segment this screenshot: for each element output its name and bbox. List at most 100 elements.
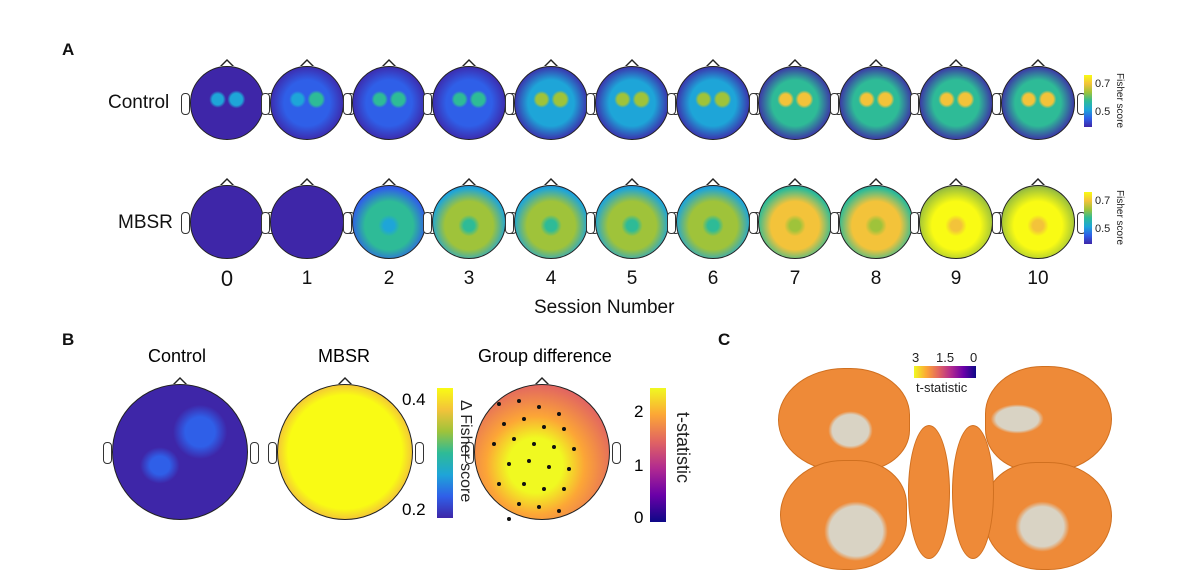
topomap-mbsr-session-0	[190, 185, 264, 259]
title-mbsr: MBSR	[318, 346, 371, 366]
nose-marker	[625, 178, 639, 185]
ear-marker	[343, 93, 352, 115]
topomap-mbsr-session-2	[352, 185, 426, 259]
topomap-control-session-0	[190, 66, 264, 140]
topomap-mbsr-session-1	[270, 185, 344, 259]
ear-marker	[910, 212, 919, 234]
ear-marker	[465, 442, 474, 464]
significant-electrode-dot	[502, 422, 506, 426]
topomap-control-session-8	[839, 66, 913, 140]
nose-marker	[338, 377, 352, 384]
topomap-mbsr-session-4	[514, 185, 588, 259]
cbar2-tick-0: 0	[634, 508, 644, 527]
nose-marker	[949, 59, 963, 66]
ear-marker	[830, 212, 839, 234]
cbar2-tick-1: 1	[634, 456, 644, 475]
topomap-control-session-6	[676, 66, 750, 140]
colorbar-fisher-tick: 0.5	[1095, 106, 1111, 118]
topomap-mbsr-session-3	[432, 185, 506, 259]
nose-marker	[1031, 178, 1045, 185]
nose-marker	[788, 59, 802, 66]
topomap-b-mbsr	[277, 384, 413, 520]
brain-right-lateral	[985, 366, 1112, 472]
topomap-mbsr-session-7	[758, 185, 832, 259]
nose-marker	[300, 178, 314, 185]
nose-marker	[949, 178, 963, 185]
significant-electrode-dot	[537, 505, 541, 509]
panel-label-a: A	[62, 40, 75, 59]
topomap-control-session-3	[432, 66, 506, 140]
brain-left-lateral	[778, 368, 910, 472]
ear-marker	[103, 442, 112, 464]
session-tick-5: 5	[626, 268, 638, 289]
significant-electrode-dot	[547, 465, 551, 469]
title-group-difference: Group difference	[478, 346, 612, 366]
significant-electrode-dot	[542, 487, 546, 491]
cbar-c-tick-0: 0	[970, 350, 978, 365]
nose-marker	[535, 377, 549, 384]
significant-electrode-dot	[542, 425, 546, 429]
significant-electrode-dot	[562, 487, 566, 491]
ear-marker	[992, 93, 1001, 115]
topomap-mbsr-session-8	[839, 185, 913, 259]
colorbar-fisher-tick: 0.7	[1095, 195, 1111, 207]
topomap-control-session-10	[1001, 66, 1075, 140]
title-control: Control	[148, 346, 207, 366]
cbar1-tick-top: 0.4	[402, 390, 426, 409]
ear-marker	[181, 93, 190, 115]
topomap-b-group-difference	[474, 384, 610, 521]
significant-electrode-dot	[567, 467, 571, 471]
brain-left-medial	[780, 460, 907, 570]
session-tick-1: 1	[301, 268, 313, 289]
significant-electrode-dot	[522, 482, 526, 486]
session-tick-4: 4	[545, 268, 557, 289]
nose-marker	[1031, 59, 1045, 66]
nose-marker	[544, 59, 558, 66]
cbar2-tick-2: 2	[634, 402, 644, 421]
significant-electrode-dot	[532, 442, 536, 446]
topomap-control-session-4	[514, 66, 588, 140]
significant-electrode-dot	[517, 399, 521, 403]
colorbar-fisher-tick: 0.7	[1095, 78, 1111, 90]
topomap-mbsr-session-10	[1001, 185, 1075, 259]
brain-right-medial	[985, 462, 1112, 570]
cbar1-label: Δ Fisher score	[457, 400, 474, 503]
row-label-mbsr: MBSR	[118, 212, 173, 233]
session-tick-9: 9	[950, 268, 962, 289]
significant-electrode-dot	[522, 417, 526, 421]
ear-marker	[250, 442, 259, 464]
significant-electrode-dot	[497, 402, 501, 406]
ear-marker	[830, 93, 839, 115]
ear-marker	[261, 93, 270, 115]
ear-marker	[992, 212, 1001, 234]
brain-dorsal-left	[908, 425, 950, 559]
nose-marker	[173, 377, 187, 384]
ear-marker	[749, 93, 758, 115]
nose-marker	[706, 59, 720, 66]
ear-marker	[586, 212, 595, 234]
ear-marker	[505, 93, 514, 115]
x-axis-label: Session Number	[534, 297, 675, 318]
significant-electrode-dot	[507, 517, 511, 521]
ear-marker	[612, 442, 621, 464]
session-tick-10: 10	[1027, 268, 1049, 289]
nose-marker	[220, 59, 234, 66]
nose-marker	[382, 178, 396, 185]
cbar-c-label: t-statistic	[916, 380, 968, 395]
colorbar-fisher-1	[1084, 192, 1092, 244]
ear-marker	[749, 212, 758, 234]
colorbar-fisher-0	[1084, 75, 1092, 127]
significant-electrode-dot	[557, 509, 561, 513]
significant-electrode-dot	[527, 459, 531, 463]
topomap-mbsr-session-5	[595, 185, 669, 259]
cbar1-tick-bottom: 0.2	[402, 500, 426, 519]
ear-marker	[415, 442, 424, 464]
colorbar-fisher-label: Fisher score	[1114, 73, 1125, 129]
colorbar-delta-fisher	[437, 388, 453, 518]
significant-electrode-dot	[557, 412, 561, 416]
significant-electrode-dot	[512, 437, 516, 441]
topomap-control-session-7	[758, 66, 832, 140]
session-tick-2: 2	[383, 268, 395, 289]
significant-electrode-dot	[492, 442, 496, 446]
